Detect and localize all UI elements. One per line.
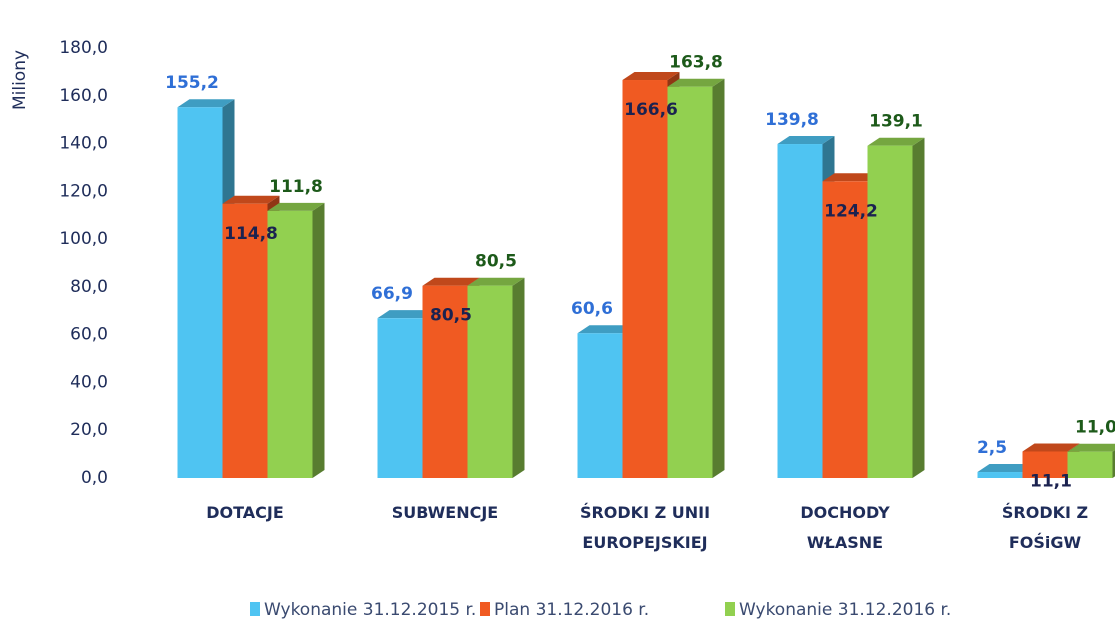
value-label: 111,8 bbox=[269, 177, 323, 197]
y-tick-label: 160,0 bbox=[59, 86, 108, 106]
bar bbox=[822, 181, 868, 479]
bar bbox=[467, 285, 513, 478]
bar bbox=[1022, 451, 1068, 478]
bar bbox=[867, 145, 913, 478]
y-tick-label: 20,0 bbox=[70, 420, 108, 440]
bar-top bbox=[977, 464, 1035, 473]
y-tick-label: 100,0 bbox=[59, 229, 108, 249]
bar bbox=[1067, 451, 1113, 478]
bar-top bbox=[267, 202, 325, 211]
bar-side bbox=[912, 137, 925, 478]
value-label: 114,8 bbox=[224, 224, 278, 244]
x-tick-label: DOCHODY WŁASNE bbox=[800, 503, 890, 552]
y-tick-label: 40,0 bbox=[70, 372, 108, 392]
value-label: 166,6 bbox=[624, 100, 678, 120]
bar-top bbox=[222, 195, 280, 204]
value-label: 60,6 bbox=[571, 299, 613, 319]
bar-top bbox=[1067, 443, 1115, 452]
y-tick-label: 180,0 bbox=[59, 38, 108, 58]
y-tick-label: 120,0 bbox=[59, 181, 108, 201]
y-tick-label: 60,0 bbox=[70, 325, 108, 345]
value-label: 11,1 bbox=[1030, 471, 1072, 491]
legend-label: Wykonanie 31.12.2016 r. bbox=[739, 600, 951, 620]
bar-top bbox=[822, 173, 880, 182]
value-label: 80,5 bbox=[430, 306, 472, 326]
bar bbox=[622, 80, 668, 478]
bar-top bbox=[377, 310, 435, 319]
y-axis-label: Miliony bbox=[10, 50, 30, 110]
y-tick-label: 0,0 bbox=[81, 468, 108, 488]
bar bbox=[177, 107, 223, 478]
bar-side bbox=[312, 202, 325, 478]
y-tick-label: 140,0 bbox=[59, 134, 108, 154]
legend-swatch bbox=[725, 602, 735, 616]
value-label: 163,8 bbox=[669, 53, 723, 73]
bar-side bbox=[1112, 450, 1115, 478]
x-tick-label: SUBWENCJE bbox=[391, 503, 499, 522]
bar bbox=[577, 333, 623, 478]
x-tick-label: DOTACJE bbox=[206, 503, 284, 522]
value-label: 139,8 bbox=[765, 110, 819, 130]
bar-top bbox=[1022, 443, 1080, 452]
bar-top bbox=[622, 72, 680, 81]
value-label: 2,5 bbox=[977, 438, 1007, 458]
value-label: 66,9 bbox=[371, 284, 413, 304]
value-label: 139,1 bbox=[869, 112, 923, 132]
y-tick-label: 80,0 bbox=[70, 277, 108, 297]
legend-swatch bbox=[480, 602, 490, 616]
bar-side bbox=[512, 277, 525, 478]
legend-swatch bbox=[250, 602, 260, 616]
legend-label: Plan 31.12.2016 r. bbox=[494, 600, 649, 620]
bar bbox=[977, 472, 1023, 478]
bar-side bbox=[712, 78, 725, 478]
bar bbox=[222, 203, 268, 478]
bar bbox=[377, 318, 423, 478]
bar-top bbox=[467, 277, 525, 286]
x-tick-label: ŚRODKI Z UNII EUROPEJSKIEJ bbox=[579, 503, 711, 552]
x-tick-label: ŚRODKI Z FOŚiGW bbox=[1001, 503, 1089, 552]
bar-top bbox=[667, 78, 725, 87]
value-label: 155,2 bbox=[165, 73, 219, 93]
bar bbox=[422, 285, 468, 478]
bar-top bbox=[867, 137, 925, 146]
bar-top bbox=[777, 136, 835, 145]
bar bbox=[777, 144, 823, 479]
value-label: 80,5 bbox=[475, 252, 517, 272]
value-label: 11,0 bbox=[1075, 418, 1115, 438]
bar bbox=[267, 210, 313, 478]
bar-top bbox=[577, 325, 635, 334]
bar-top bbox=[177, 99, 235, 108]
bar-top bbox=[422, 277, 480, 286]
legend-label: Wykonanie 31.12.2015 r. bbox=[264, 600, 476, 620]
value-label: 124,2 bbox=[824, 201, 878, 221]
bar bbox=[667, 86, 713, 478]
